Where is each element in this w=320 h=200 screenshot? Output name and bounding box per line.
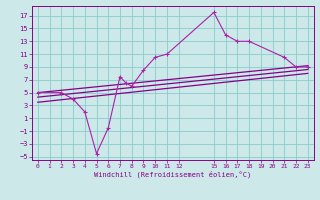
X-axis label: Windchill (Refroidissement éolien,°C): Windchill (Refroidissement éolien,°C) [94,171,252,178]
